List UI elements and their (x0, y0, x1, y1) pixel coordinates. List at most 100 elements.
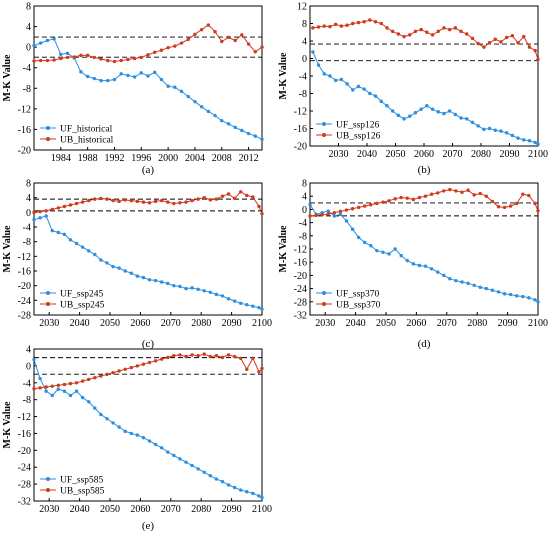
x-tick-label: 2060 (130, 504, 150, 515)
data-point-ub (381, 200, 385, 204)
data-point-ub (93, 376, 97, 380)
panel-label: (a) (142, 164, 155, 176)
data-point-ub (447, 27, 452, 32)
data-point-uf (99, 258, 103, 262)
x-tick-label: 2004 (185, 153, 205, 164)
data-point-ub (536, 209, 540, 213)
data-point-ub (45, 58, 50, 63)
x-tick-label: 2050 (386, 149, 406, 160)
data-point-ub (32, 210, 36, 215)
x-tick-label: 1992 (104, 153, 124, 164)
y-axis-title: M-K Value (278, 225, 289, 273)
data-point-uf (166, 84, 170, 88)
data-point-ub (454, 189, 458, 193)
data-point-ub (226, 192, 231, 196)
data-point-uf (129, 431, 133, 436)
data-point-uf (496, 290, 501, 294)
data-point-uf (425, 104, 429, 108)
data-point-ub (399, 195, 403, 200)
data-point-uf (93, 406, 97, 410)
data-point-uf (417, 263, 422, 268)
data-point-ub (132, 56, 137, 61)
data-point-uf (413, 111, 418, 115)
data-point-uf (411, 262, 416, 266)
data-point-ub (470, 36, 475, 41)
y-tick-label: -24 (18, 296, 31, 307)
data-point-ub (80, 379, 85, 383)
data-point-uf (373, 94, 378, 98)
data-point-uf (119, 72, 123, 76)
data-point-ub (59, 56, 63, 61)
data-point-ub (92, 55, 97, 60)
data-point-ub (147, 360, 152, 365)
data-point-uf (233, 125, 237, 130)
data-point-ub (166, 45, 170, 50)
data-point-ub (166, 355, 170, 360)
data-point-ub (515, 201, 519, 206)
data-point-uf (80, 245, 85, 249)
data-point-ub (260, 366, 264, 371)
data-point-uf (470, 120, 475, 125)
data-point-uf (186, 94, 190, 99)
data-point-ub (214, 197, 219, 201)
data-point-uf (257, 305, 261, 310)
data-point-ub (159, 357, 164, 361)
data-point-uf (153, 442, 158, 447)
data-point-uf (132, 75, 137, 79)
data-point-uf (472, 283, 476, 287)
data-point-ub (74, 381, 79, 385)
data-point-uf (435, 270, 440, 274)
data-point-ub (202, 352, 206, 356)
y-tick-label: -8 (299, 231, 307, 242)
series-line-uf (309, 204, 539, 303)
data-point-ub (202, 195, 206, 200)
data-point-uf (328, 74, 332, 78)
data-point-ub (419, 27, 423, 32)
data-point-ub (476, 41, 480, 46)
data-point-uf (184, 460, 188, 464)
data-point-ub (504, 35, 509, 40)
y-tick-label: 8 (26, 2, 31, 13)
data-point-ub (111, 370, 115, 375)
data-point-uf (123, 269, 127, 273)
data-point-uf (208, 473, 213, 478)
data-point-ub (482, 45, 486, 49)
x-tick-label: 2040 (70, 504, 90, 515)
legend-swatch-marker (322, 122, 326, 126)
x-tick-label: 2080 (471, 149, 491, 160)
legend-label: UB_ssp126 (336, 132, 381, 142)
y-tick-label: 4 (26, 345, 31, 356)
data-point-ub (396, 32, 401, 36)
data-point-ub (320, 212, 324, 217)
data-point-ub (208, 198, 213, 202)
data-point-uf (126, 73, 130, 78)
data-point-uf (442, 273, 446, 278)
data-point-ub (196, 354, 200, 358)
data-point-ub (153, 199, 158, 204)
data-point-uf (220, 479, 225, 484)
data-point-ub (38, 386, 42, 390)
data-point-ub (344, 208, 349, 212)
data-point-uf (245, 490, 249, 494)
data-point-ub (193, 32, 197, 36)
legend-swatch-marker (46, 302, 50, 306)
y-axis-title: M-K Value (2, 54, 13, 102)
data-point-uf (251, 304, 255, 308)
y-tick-label: -4 (299, 72, 307, 83)
data-point-ub (402, 34, 406, 39)
data-point-ub (478, 191, 482, 196)
plot-frame (33, 182, 263, 316)
y-tick-label: -16 (18, 429, 31, 440)
data-point-uf (38, 216, 42, 220)
data-point-uf (106, 78, 110, 83)
data-point-ub (117, 199, 121, 204)
data-point-ub (393, 197, 397, 201)
data-point-ub (459, 29, 463, 34)
data-point-uf (206, 109, 211, 114)
data-point-uf (502, 292, 507, 296)
data-point-uf (326, 209, 330, 213)
data-point-ub (521, 192, 525, 196)
data-point-ub (199, 27, 204, 32)
data-point-ub (356, 205, 361, 210)
x-tick-label: 2070 (161, 318, 181, 329)
